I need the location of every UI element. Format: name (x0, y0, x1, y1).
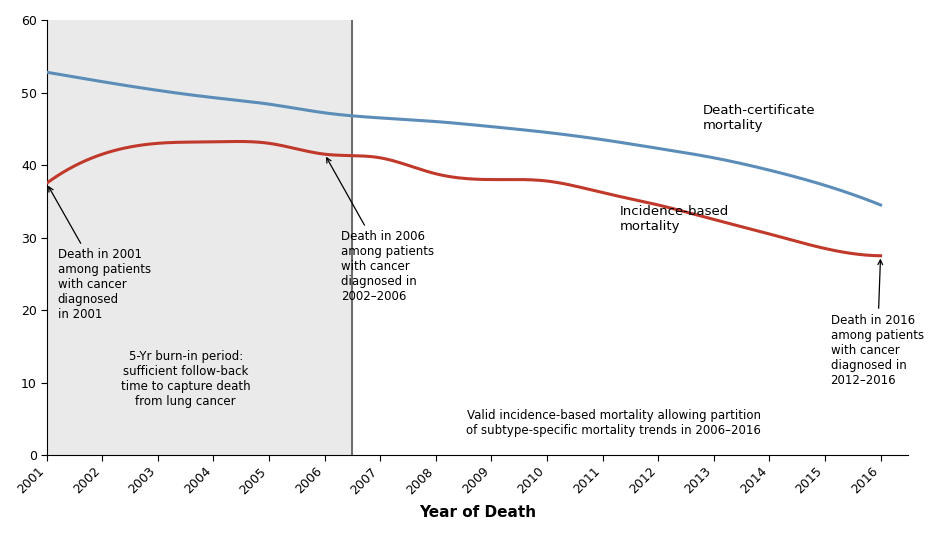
Text: Valid incidence-based mortality allowing partition
of subtype-specific mortality: Valid incidence-based mortality allowing… (466, 409, 761, 437)
Text: Death in 2001
among patients
with cancer
diagnosed
in 2001: Death in 2001 among patients with cancer… (48, 187, 151, 322)
Text: Incidence-based
mortality: Incidence-based mortality (619, 205, 729, 233)
Text: Death-certificate
mortality: Death-certificate mortality (703, 104, 815, 132)
Text: Death in 2006
among patients
with cancer
diagnosed in
2002–2006: Death in 2006 among patients with cancer… (327, 158, 434, 303)
X-axis label: Year of Death: Year of Death (419, 505, 536, 520)
Bar (47, 20, 352, 455)
Text: Death in 2016
among patients
with cancer
diagnosed in
2012–2016: Death in 2016 among patients with cancer… (830, 260, 923, 387)
Text: 5-Yr burn-in period:
sufficient follow-back
time to capture death
from lung canc: 5-Yr burn-in period: sufficient follow-b… (121, 350, 251, 408)
